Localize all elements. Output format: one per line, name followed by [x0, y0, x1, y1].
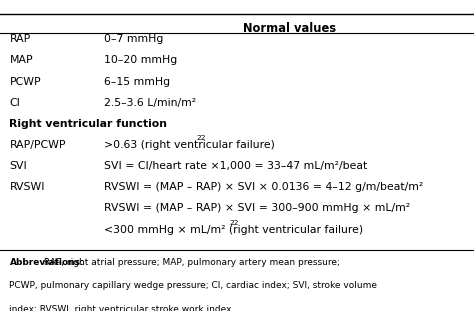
Text: CI: CI: [9, 98, 20, 108]
Text: RVSWI = (MAP – RAP) × SVI × 0.0136 = 4–12 g/m/beat/m²: RVSWI = (MAP – RAP) × SVI × 0.0136 = 4–1…: [104, 182, 424, 192]
Text: >0.63 (right ventricular failure): >0.63 (right ventricular failure): [104, 140, 275, 150]
Text: RVSWI: RVSWI: [9, 182, 45, 192]
Text: 2.5–3.6 L/min/m²: 2.5–3.6 L/min/m²: [104, 98, 196, 108]
Text: PCWP, pulmonary capillary wedge pressure; CI, cardiac index; SVI, stroke volume: PCWP, pulmonary capillary wedge pressure…: [9, 281, 377, 290]
Text: Abbreviations:: Abbreviations:: [9, 258, 84, 267]
Text: <300 mmHg × mL/m² (right ventricular failure): <300 mmHg × mL/m² (right ventricular fai…: [104, 225, 364, 234]
Text: SVI = CI/heart rate ×1,000 = 33–47 mL/m²/beat: SVI = CI/heart rate ×1,000 = 33–47 mL/m²…: [104, 161, 367, 171]
Text: 0–7 mmHg: 0–7 mmHg: [104, 34, 164, 44]
Text: RAP/PCWP: RAP/PCWP: [9, 140, 66, 150]
Text: Normal values: Normal values: [243, 22, 336, 35]
Text: 22: 22: [229, 220, 238, 226]
Text: RAP: RAP: [9, 34, 31, 44]
Text: RAP, right atrial pressure; MAP, pulmonary artery mean pressure;: RAP, right atrial pressure; MAP, pulmona…: [41, 258, 340, 267]
Text: PCWP: PCWP: [9, 77, 41, 86]
Text: 6–15 mmHg: 6–15 mmHg: [104, 77, 171, 86]
Text: MAP: MAP: [9, 55, 33, 65]
Text: RVSWI = (MAP – RAP) × SVI = 300–900 mmHg × mL/m²: RVSWI = (MAP – RAP) × SVI = 300–900 mmHg…: [104, 203, 410, 213]
Text: 22: 22: [196, 135, 205, 141]
Text: 10–20 mmHg: 10–20 mmHg: [104, 55, 178, 65]
Text: index; RVSWI, right ventricular stroke work index.: index; RVSWI, right ventricular stroke w…: [9, 305, 235, 311]
Text: Right ventricular function: Right ventricular function: [9, 119, 167, 129]
Text: SVI: SVI: [9, 161, 27, 171]
